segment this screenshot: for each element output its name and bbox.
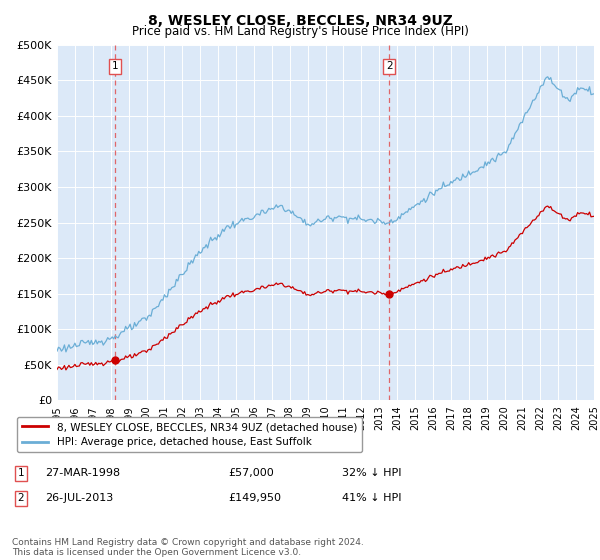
Text: 2: 2 [17,493,25,503]
Text: 1: 1 [112,61,118,71]
Text: 1: 1 [17,468,25,478]
Text: £149,950: £149,950 [228,493,281,503]
Legend: 8, WESLEY CLOSE, BECCLES, NR34 9UZ (detached house), HPI: Average price, detache: 8, WESLEY CLOSE, BECCLES, NR34 9UZ (deta… [17,417,362,452]
Text: £57,000: £57,000 [228,468,274,478]
Text: 32% ↓ HPI: 32% ↓ HPI [342,468,401,478]
Text: Price paid vs. HM Land Registry's House Price Index (HPI): Price paid vs. HM Land Registry's House … [131,25,469,38]
Text: 27-MAR-1998: 27-MAR-1998 [45,468,120,478]
Text: Contains HM Land Registry data © Crown copyright and database right 2024.
This d: Contains HM Land Registry data © Crown c… [12,538,364,557]
Text: 8, WESLEY CLOSE, BECCLES, NR34 9UZ: 8, WESLEY CLOSE, BECCLES, NR34 9UZ [148,14,452,28]
Text: 2: 2 [386,61,393,71]
Text: 26-JUL-2013: 26-JUL-2013 [45,493,113,503]
Text: 41% ↓ HPI: 41% ↓ HPI [342,493,401,503]
